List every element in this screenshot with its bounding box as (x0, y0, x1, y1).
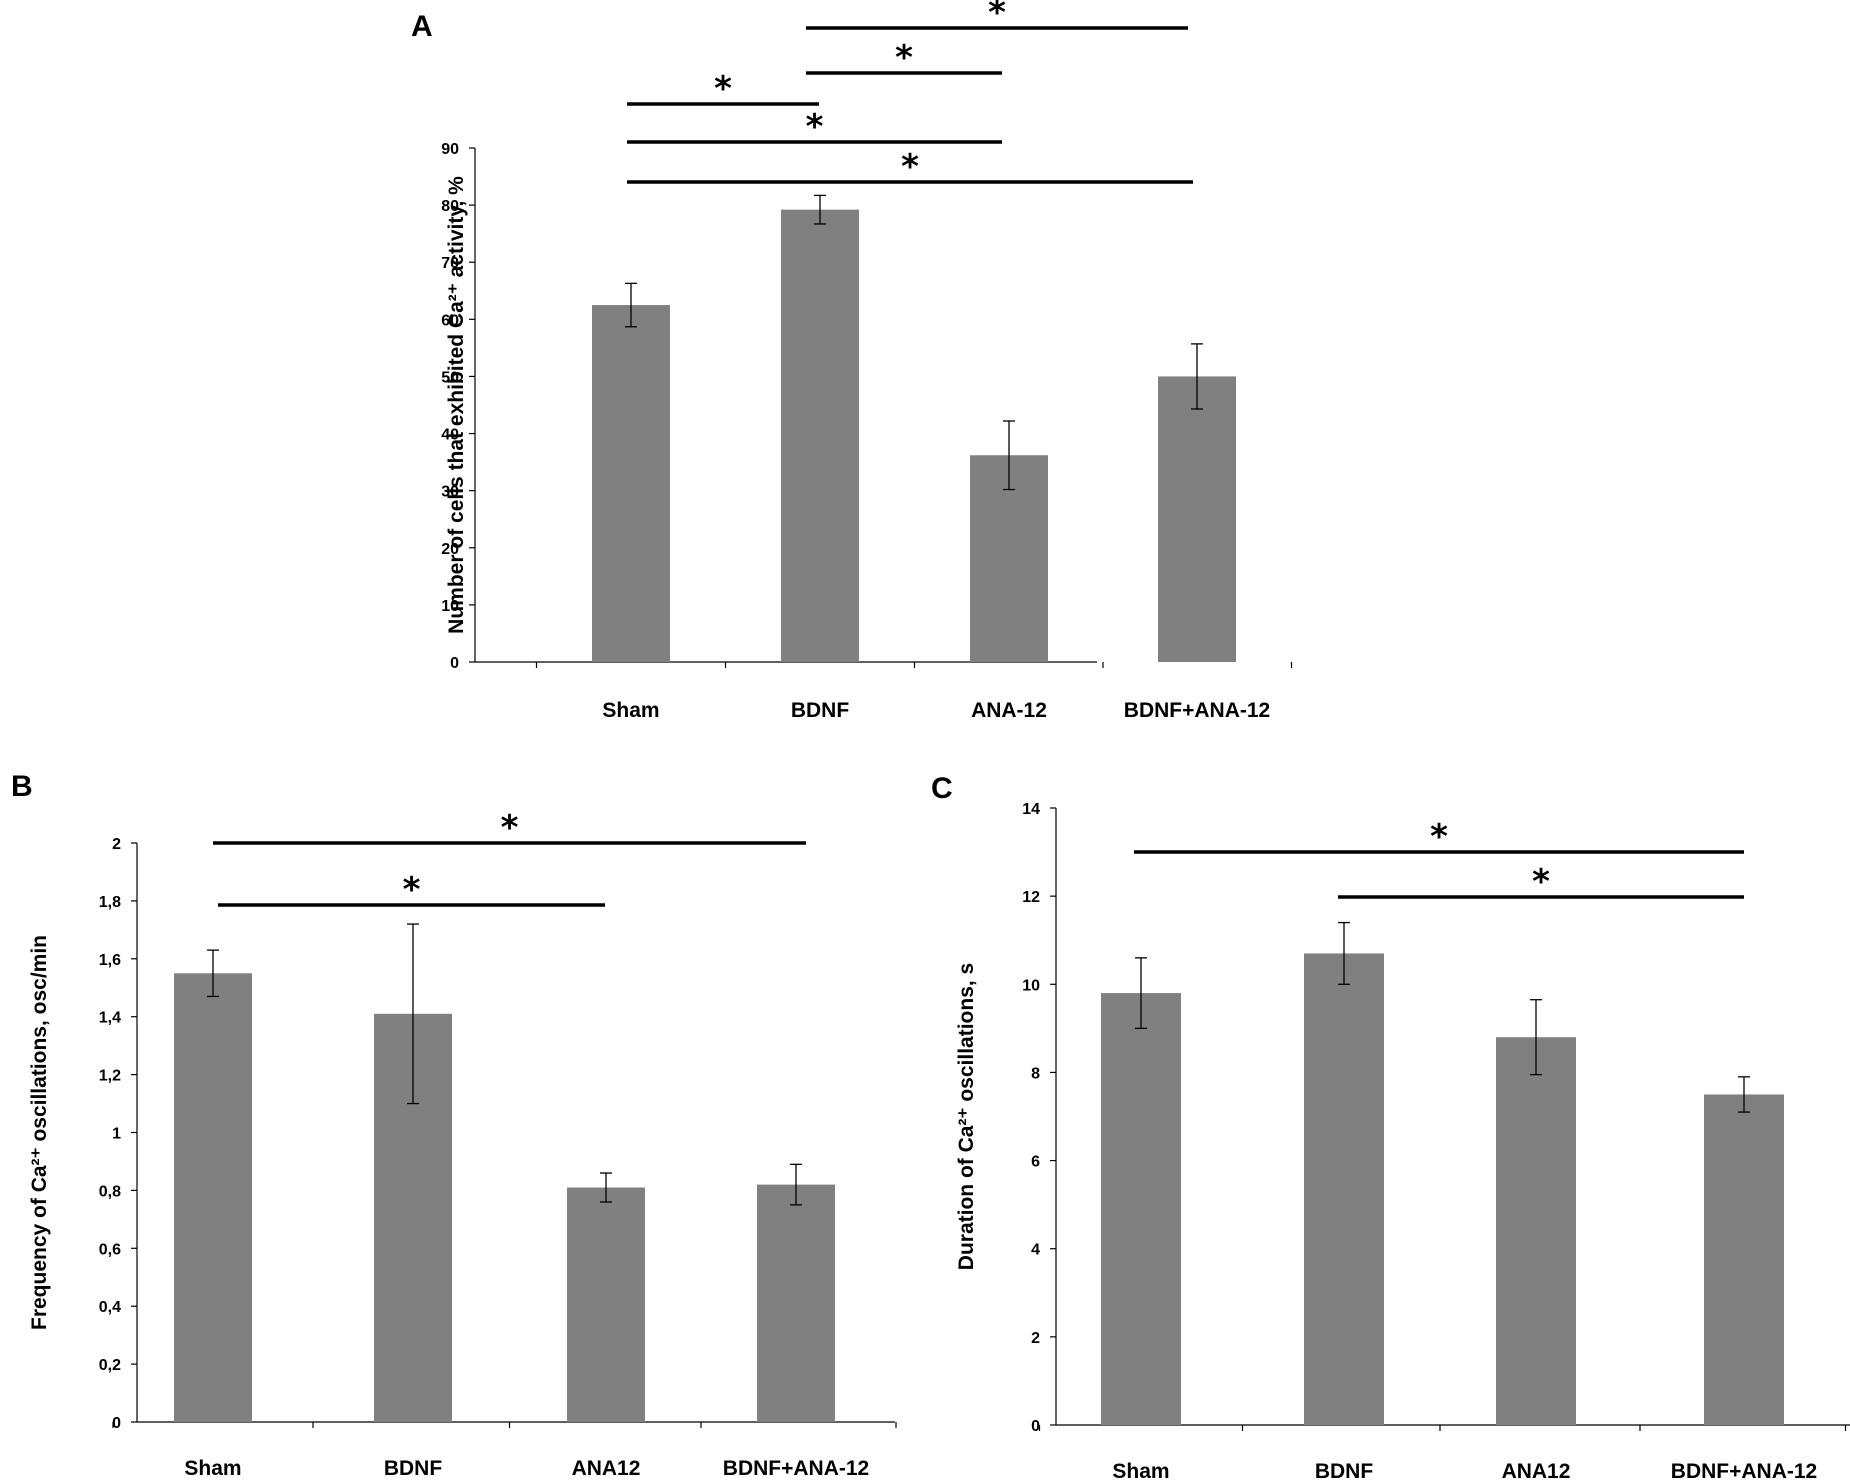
y-tick-label: 1,6 (99, 952, 121, 969)
y-tick-label: 1 (112, 1126, 121, 1143)
x-category-label: Sham (602, 699, 659, 722)
significance-star: * (1430, 817, 1448, 857)
x-category-label: BDNF (791, 699, 849, 722)
y-tick-label: 6 (1031, 1154, 1040, 1171)
y-tick-label: 0,8 (99, 1183, 121, 1200)
y-tick-label: 0 (1031, 1418, 1040, 1435)
x-category-label: Sham (184, 1457, 241, 1480)
x-category-label: ANA12 (572, 1457, 641, 1480)
significance-star: * (901, 147, 919, 187)
bar (592, 305, 670, 662)
x-category-label: BDNF (1315, 1460, 1373, 1483)
panel-c: C 0 2 4 6 8 10 12 14 Duration of Ca²⁺ oscillation… (931, 772, 1850, 1483)
y-tick-label: 10 (1022, 977, 1040, 994)
y-tick-label: 14 (1022, 801, 1040, 818)
bar (567, 1187, 645, 1422)
y-tick-label: 0,2 (99, 1357, 121, 1374)
y-tick-label: 90 (441, 141, 459, 158)
y-tick-label: 2 (112, 836, 121, 853)
x-category-label: ANA-12 (971, 699, 1047, 722)
y-tick-label: 10 (441, 598, 459, 615)
y-tick-label: 60 (441, 312, 459, 329)
significance-star: * (501, 808, 519, 848)
significance-star: * (714, 69, 732, 109)
bar (1101, 993, 1181, 1425)
bar (174, 973, 252, 1422)
y-tick-label: 2 (1031, 1330, 1040, 1347)
panel-label: B (11, 770, 33, 803)
bar (1496, 1037, 1576, 1425)
y-tick-label: 1,4 (99, 1010, 121, 1027)
y-tick-label: 1,2 (99, 1068, 121, 1085)
y-tick-label: 20 (441, 541, 459, 558)
y-tick-label: 50 (441, 369, 459, 386)
bar (1158, 376, 1236, 662)
bar (781, 209, 859, 662)
x-category-label: BDNF+ANA-12 (723, 1457, 869, 1480)
significance-star: * (806, 107, 824, 147)
panel-label: A (411, 10, 433, 43)
y-tick-label: 70 (441, 255, 459, 272)
y-tick-label: 40 (441, 427, 459, 444)
x-category-label: BDNF+ANA-12 (1671, 1460, 1817, 1483)
x-category-label: BDNF (384, 1457, 442, 1480)
significance-star: * (895, 38, 913, 78)
y-tick-label: 8 (1031, 1065, 1040, 1082)
bar (1304, 953, 1384, 1425)
y-tick-label: 30 (441, 484, 459, 501)
y-tick-label: 0 (112, 1415, 121, 1432)
y-tick-label: 4 (1031, 1242, 1040, 1259)
x-category-label: BDNF+ANA-12 (1124, 699, 1270, 722)
bar (1704, 1094, 1784, 1425)
y-tick-label: 0,6 (99, 1241, 121, 1258)
x-category-label: Sham (1112, 1460, 1169, 1483)
panel-label: C (931, 772, 953, 805)
y-axis-title: Duration of Ca²⁺ oscillations, s (955, 963, 978, 1270)
y-tick-label: 0,4 (99, 1299, 121, 1316)
y-tick-label: 80 (441, 198, 459, 215)
significance-star: * (403, 870, 421, 910)
panel-b: B 0 0,2 0,4 0,6 0,8 1 1,2 1,4 1,6 1,8 2 Frequency of… (11, 770, 897, 1480)
y-axis-title: Number of cells that exhibited Ca²⁺ acti… (445, 176, 468, 634)
y-tick-label: 12 (1022, 889, 1040, 906)
bar (757, 1184, 835, 1422)
y-tick-label: 1,8 (99, 894, 121, 911)
y-tick-label: 0 (450, 655, 459, 672)
y-axis-title: Frequency of Ca²⁺ oscillations, osc/min (28, 935, 51, 1330)
panel-a: A 0 10 20 30 40 50 60 70 80 90 Number of cells that… (411, 0, 1293, 722)
significance-star: * (988, 0, 1006, 33)
significance-star: * (1532, 862, 1550, 902)
x-category-label: ANA12 (1502, 1460, 1571, 1483)
